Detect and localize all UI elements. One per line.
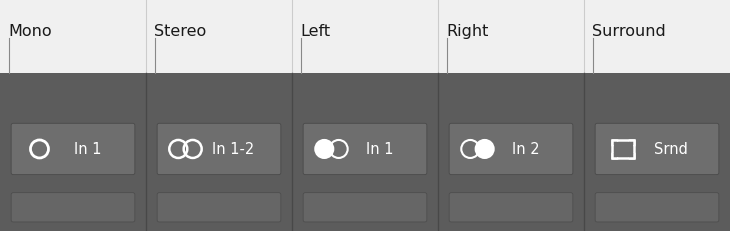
FancyBboxPatch shape [157,193,281,222]
FancyBboxPatch shape [449,124,573,175]
Text: Left: Left [300,24,330,39]
FancyBboxPatch shape [595,193,719,222]
Text: In 1-2: In 1-2 [212,142,255,157]
Circle shape [476,140,493,158]
FancyBboxPatch shape [303,124,427,175]
Text: Stereo: Stereo [154,24,207,39]
Text: Right: Right [446,24,488,39]
FancyBboxPatch shape [11,193,135,222]
Text: In 1: In 1 [74,142,101,157]
Text: In 1: In 1 [366,142,393,157]
Bar [146,74,292,231]
Bar [629,153,634,158]
Bar [292,74,438,231]
Bar [612,153,618,158]
Bar [612,140,634,158]
Bar [438,74,584,231]
Text: Mono: Mono [8,24,52,39]
Bar [0,0,730,74]
Bar [629,140,634,145]
FancyBboxPatch shape [157,124,281,175]
Text: Surround: Surround [592,24,666,39]
Bar [612,140,618,145]
FancyBboxPatch shape [303,193,427,222]
FancyBboxPatch shape [595,124,719,175]
Circle shape [315,140,334,158]
FancyBboxPatch shape [449,193,573,222]
FancyBboxPatch shape [11,124,135,175]
Text: Srnd: Srnd [654,142,688,157]
Bar [584,74,730,231]
Bar [0,74,146,231]
Text: In 2: In 2 [512,142,539,157]
